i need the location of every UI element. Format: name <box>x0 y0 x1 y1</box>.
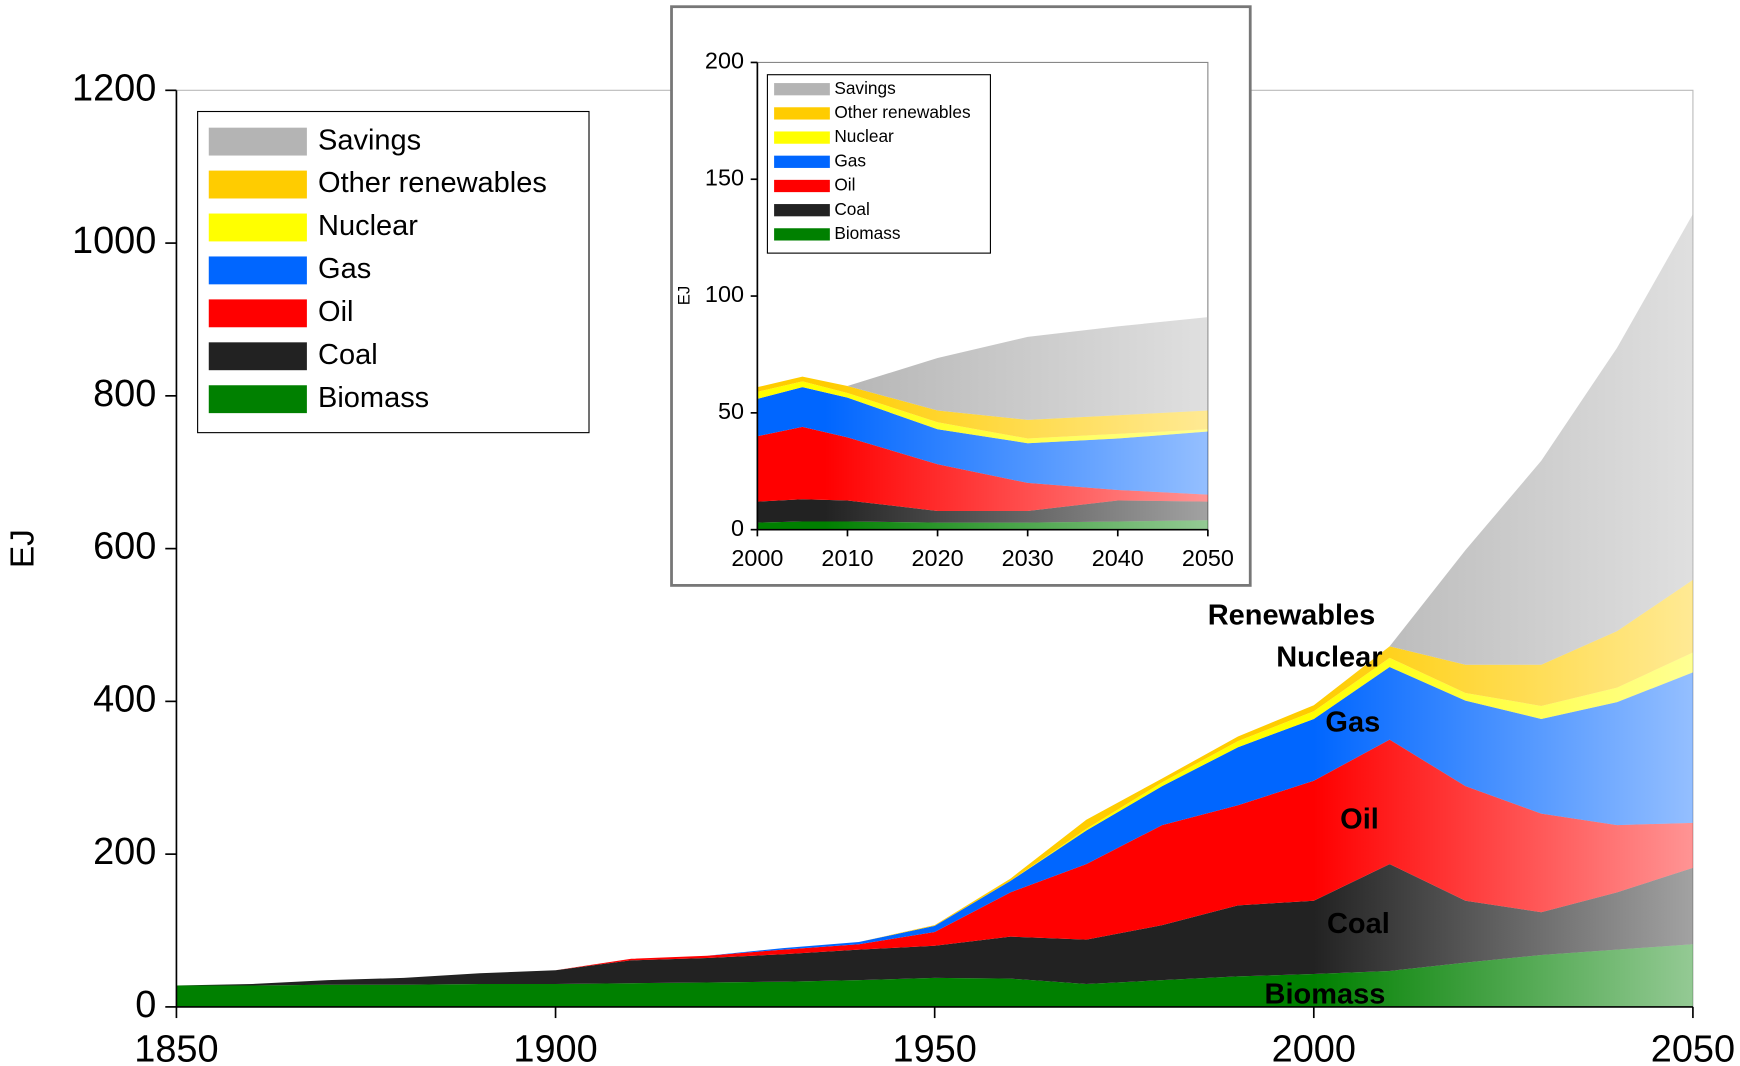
y-tick-label: 1200 <box>72 67 156 109</box>
y-tick-label: 1000 <box>72 220 156 262</box>
x-tick-label: 1850 <box>134 1029 218 1066</box>
annotation: Biomass <box>1265 978 1386 1010</box>
area-band <box>757 376 1208 439</box>
legend-label: Savings <box>318 124 421 156</box>
x-tick-label: 2000 <box>731 545 783 571</box>
x-tick-label: 2050 <box>1651 1029 1735 1066</box>
y-axis-label: EJ <box>674 286 693 306</box>
legend-label: Gas <box>834 150 866 170</box>
y-axis-label: EJ <box>5 529 42 568</box>
legend-swatch <box>208 127 307 156</box>
area-band <box>176 864 1693 986</box>
legend-label: Biomass <box>834 223 901 243</box>
y-tick-label: 200 <box>705 48 744 74</box>
y-tick-label: 200 <box>93 831 156 873</box>
legend-label: Coal <box>318 339 378 371</box>
legend-label: Nuclear <box>834 126 894 146</box>
legend-label: Oil <box>834 175 855 195</box>
area-band <box>757 387 1208 495</box>
legend-swatch <box>774 107 830 120</box>
legend-label: Coal <box>834 199 870 219</box>
y-tick-label: 50 <box>718 398 744 424</box>
area-band <box>757 520 1208 530</box>
x-tick-label: 2050 <box>1182 545 1234 571</box>
annotation: Oil <box>1340 803 1379 835</box>
legend-label: Gas <box>318 253 371 285</box>
annotation: Nuclear <box>1276 642 1382 674</box>
legend-label: Biomass <box>318 382 429 414</box>
legend-swatch <box>208 170 307 199</box>
x-tick-label: 2030 <box>1002 545 1054 571</box>
y-tick-label: 600 <box>93 526 156 568</box>
legend-label: Other renewables <box>318 167 547 199</box>
legend-swatch <box>774 131 830 144</box>
x-tick-label: 2040 <box>1092 545 1144 571</box>
area-band <box>176 944 1693 1007</box>
legend-swatch <box>774 155 830 168</box>
y-tick-label: 0 <box>731 515 744 541</box>
legend-label: Savings <box>834 78 896 98</box>
legend-swatch <box>774 228 830 241</box>
area-band <box>757 317 1208 420</box>
area-band <box>757 426 1208 511</box>
legend-label: Nuclear <box>318 210 418 242</box>
x-tick-label: 2000 <box>1272 1029 1356 1066</box>
inset-chart: 0 50 100 150 200 2000 2010 2020 2030 2040 2050 EJ Bi… <box>674 48 1234 571</box>
annotation: Coal <box>1327 908 1390 940</box>
y-tick-label: 800 <box>93 373 156 415</box>
y-tick-label: 0 <box>135 984 156 1026</box>
legend-swatch <box>208 256 307 285</box>
legend-swatch <box>774 179 830 193</box>
area-band <box>176 739 1693 986</box>
area-band <box>176 667 1693 986</box>
y-tick-label: 150 <box>705 164 744 190</box>
x-tick-label: 2020 <box>912 545 964 571</box>
legend-swatch <box>208 385 307 414</box>
annotation: Gas <box>1325 706 1380 738</box>
x-tick-label: 2010 <box>821 545 873 571</box>
legend-swatch <box>774 204 830 217</box>
area-band <box>757 381 1208 444</box>
area-band <box>757 499 1208 523</box>
legend-label: Oil <box>318 296 353 328</box>
legend-swatch <box>774 83 830 96</box>
x-tick-label: 1950 <box>893 1029 977 1066</box>
legend-swatch <box>208 299 307 328</box>
y-tick-label: 400 <box>93 678 156 720</box>
annotation: Renewables <box>1208 599 1376 631</box>
legend-swatch <box>208 342 307 371</box>
legend-swatch <box>208 213 307 242</box>
legend-label: Other renewables <box>834 102 971 122</box>
y-tick-label: 100 <box>705 281 744 307</box>
x-tick-label: 1900 <box>513 1029 597 1066</box>
